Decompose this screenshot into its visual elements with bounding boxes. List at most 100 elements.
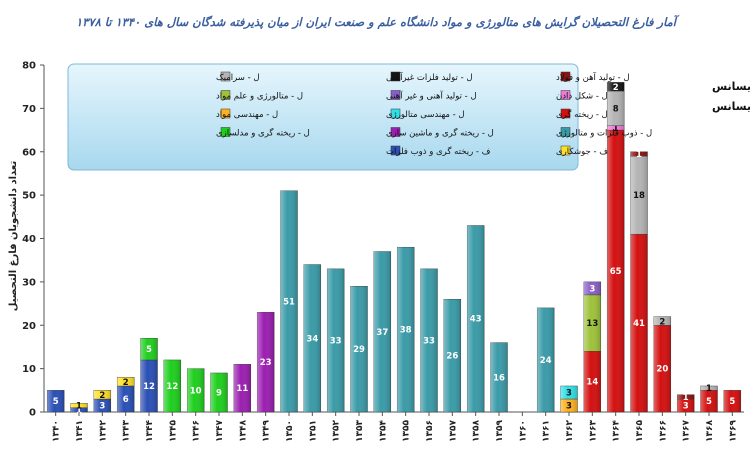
x-tick-label: ۱۳۶۷	[682, 420, 692, 442]
legend-note-bachelor: ل : لیسانس	[712, 100, 750, 113]
legend-label: ف - ریخته گری و ذوب فلزات	[386, 146, 491, 157]
x-tick-label: ۱۳۵۴	[378, 420, 388, 442]
bar-segment-shade	[397, 247, 415, 412]
y-tick-label: 30	[22, 277, 36, 288]
y-axis-ticks: 0 10 20 30 40 50 60 70 80	[22, 61, 44, 419]
y-tick-label: 20	[22, 321, 36, 332]
x-tick-label: ۱۳۶۰	[518, 420, 528, 442]
bar-segment-shade	[607, 82, 625, 92]
bar-segment-shade	[70, 407, 88, 412]
legend-item: ل - تولید آهن و فولاد	[556, 71, 630, 83]
bar-segment-shade	[653, 316, 671, 326]
chart-title: آمار فارغ التحصیلان گرایش های متالورژی و…	[76, 14, 680, 30]
data-label: 5	[729, 397, 735, 407]
x-tick-label: ۱۳۴۲	[98, 420, 108, 442]
bar-segment-shade	[560, 398, 578, 412]
x-tick-label: ۱۳۶۱	[542, 420, 552, 442]
legend-label: ل - مهندسی مواد	[216, 110, 278, 120]
legend-item: ف - ریخته گری و ذوب فلزات	[386, 145, 491, 157]
bar-segment-shade	[700, 390, 718, 412]
y-tick-label: 10	[22, 364, 36, 375]
data-label: 34	[306, 334, 318, 344]
legend-swatch	[390, 145, 401, 156]
x-tick-label: ۱۳۴۷	[215, 420, 225, 442]
bar-segment-shade	[630, 156, 648, 235]
data-label: 24	[540, 356, 552, 366]
data-label: 2	[123, 378, 129, 388]
bar-segment-shade	[700, 385, 718, 391]
bar-segment-shade	[233, 364, 251, 412]
data-label: 29	[353, 345, 365, 355]
legend-item: ل - ریخته گری	[556, 108, 608, 120]
x-tick-label: ۱۳۴۶	[192, 420, 202, 442]
legend: ف - ریخته گری و ذوب فلزات ف - جوشکاری ل - …	[67, 63, 652, 171]
bar-segment-shade	[257, 312, 275, 412]
bar-segment-shade	[373, 251, 391, 412]
legend-box	[67, 63, 579, 171]
legend-label: ل - شکل دادن	[556, 92, 608, 102]
bar-segment-shade	[443, 299, 461, 412]
data-label: 51	[283, 297, 295, 307]
legend-swatch	[390, 108, 401, 119]
bar-segment-shade	[117, 385, 135, 412]
bar-segment-shade	[607, 91, 625, 126]
x-tick-label: ۱۳۵۰	[285, 420, 295, 442]
legend-swatch	[220, 127, 231, 137]
legend-item: ل - تولید آهنی و غیر آهنی	[386, 90, 477, 102]
data-label: 12	[166, 382, 178, 392]
bar-segment-shade	[70, 403, 88, 408]
data-label: 6	[123, 395, 129, 405]
bar-segment-shade	[327, 268, 345, 412]
x-tick-label: ۱۳۶۶	[658, 420, 668, 442]
bar-segment-shade	[140, 359, 158, 412]
legend-swatch	[220, 108, 231, 119]
x-tick-label: ۱۳۶۸	[705, 420, 715, 442]
x-tick-label: ۱۳۶۹	[728, 420, 738, 442]
bar-segment-shade	[163, 359, 181, 412]
legend-item: ل - مهندسی متالورژی	[386, 108, 465, 120]
bar-segment-shade	[117, 377, 135, 386]
legend-item: ل - ذوب فلزات و متالورژی	[556, 127, 652, 139]
y-tick-label: 60	[22, 147, 36, 158]
bar-segment-shade	[677, 394, 695, 399]
data-label: 3	[566, 388, 572, 398]
legend-note-master: ف : فوق لیسانس	[712, 80, 750, 93]
legend-label: ل - ریخته گری و مدلسازی	[216, 128, 310, 139]
x-tick-label: ۱۳۵۱	[308, 420, 318, 442]
data-label: 3	[683, 401, 689, 411]
x-tick-label: ۱۳۴۳	[122, 420, 132, 442]
legend-note: ف : فوق لیسانس ل : لیسانس	[712, 80, 750, 113]
legend-swatch	[560, 71, 571, 82]
data-label: 5	[146, 345, 152, 355]
x-tick-label: ۱۳۴۵	[168, 420, 178, 442]
data-label: 13	[586, 319, 598, 329]
legend-swatch	[560, 108, 571, 119]
legend-item: ل - ریخته گری و ماشین سازی	[386, 127, 494, 139]
legend-item: ل - سرامیک	[216, 71, 260, 83]
data-label: 1	[636, 150, 642, 160]
bar-segment-shade	[350, 286, 368, 412]
data-label: 16	[493, 373, 505, 383]
data-label: 3	[589, 284, 595, 294]
data-label: 3	[99, 401, 105, 411]
bar-segment-shade	[47, 390, 65, 412]
legend-item: ل - ریخته گری و مدلسازی	[216, 127, 310, 139]
bar-segment-shade	[420, 268, 438, 412]
legend-item: ل - تولید فلزات غیرآهنی	[386, 71, 473, 83]
x-axis-ticks: ۱۳۴۰ ۱۳۴۱ ۱۳۴۲ ۱۳۴۳ ۱۳۴۴ ۱۳۴۵ ۱۳۴۶ ۱۳۴۷ ۱۳۴۸ ۱۳۴۹…	[52, 412, 738, 442]
data-label: 33	[423, 336, 435, 346]
x-tick-label: ۱۳۴۱	[75, 420, 85, 442]
bar-segment-shade	[490, 342, 508, 412]
legend-label: ل - تولید آهنی و غیر آهنی	[386, 90, 477, 102]
data-label: 11	[236, 384, 248, 394]
data-label: 1	[76, 401, 82, 411]
bar-segment-shade	[93, 390, 111, 399]
bar-segment-shade	[630, 151, 648, 157]
legend-item: ل - متالورژی و علم مواد	[216, 90, 303, 102]
bar-segment-shade	[653, 325, 671, 412]
x-tick-label: ۱۳۶۵	[635, 420, 645, 442]
legend-label: ل - ریخته گری	[556, 109, 608, 120]
x-tick-label: ۱۳۵۳	[355, 420, 365, 442]
